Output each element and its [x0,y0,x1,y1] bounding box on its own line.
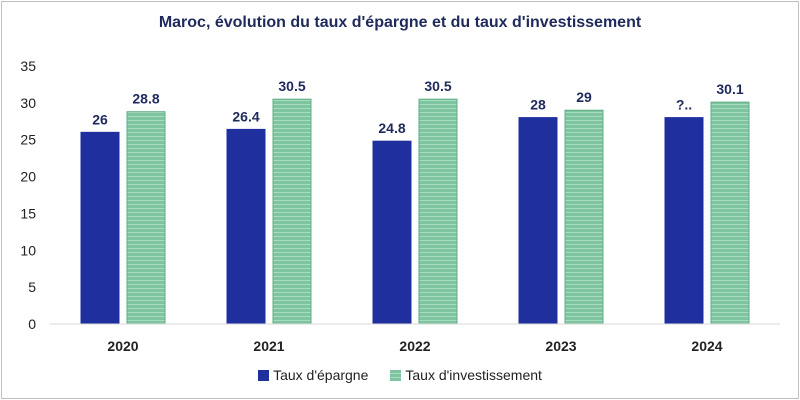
x-axis: 2020 2021 2022 2023 2024 [50,323,780,354]
x-category-label: 2022 [399,338,430,354]
legend: Taux d'épargne Taux d'investissement [0,367,800,383]
data-label-epargne: 26 [92,111,108,127]
data-label-epargne: ?.. [676,97,692,113]
legend-item-investissement: Taux d'investissement [390,367,542,383]
data-label-epargne: 26.4 [232,108,259,124]
y-tick-label: 25 [20,132,36,148]
bar-epargne [518,117,558,325]
legend-swatch-investissement [390,369,402,381]
bar-investissement [126,111,166,325]
y-tick-label: 30 [20,95,36,111]
x-category-label: 2021 [253,338,284,354]
y-tick-label: 10 [20,242,36,258]
data-label-epargne: 24.8 [378,120,405,136]
legend-swatch-epargne [258,369,270,381]
y-tick-label: 15 [20,205,36,221]
data-label-investissement: 28.8 [132,91,159,107]
bar-investissement [418,98,458,325]
bar-investissement [564,109,604,325]
data-label-investissement: 30.5 [278,78,305,94]
bar-epargne [226,128,266,325]
x-category-label: 2024 [691,338,722,354]
chart-title: Maroc, évolution du taux d'épargne et du… [158,14,642,31]
legend-label-epargne: Taux d'épargne [273,367,369,383]
data-label-investissement: 29 [576,89,592,105]
y-tick-label: 0 [28,316,36,332]
bar-epargne [372,140,412,325]
data-label-epargne: 28 [530,97,546,113]
y-tick-label: 20 [20,169,36,185]
legend-label-investissement: Taux d'investissement [405,367,542,383]
y-axis: 0 5 10 15 20 25 30 35 [20,58,36,332]
bar-investissement [710,101,750,325]
y-tick-label: 5 [28,279,36,295]
bars-group: 26 28.8 26.4 30.5 24.8 30.5 28 29 ?.. 30.1 [80,78,750,325]
bar-investissement [272,98,312,325]
legend-item-epargne: Taux d'épargne [258,367,368,383]
data-label-investissement: 30.1 [716,81,743,97]
bar-epargne [80,131,120,325]
x-category-label: 2023 [545,338,576,354]
y-tick-label: 35 [20,58,36,74]
bar-epargne [664,117,704,325]
data-label-investissement: 30.5 [424,78,451,94]
x-category-label: 2020 [107,338,138,354]
